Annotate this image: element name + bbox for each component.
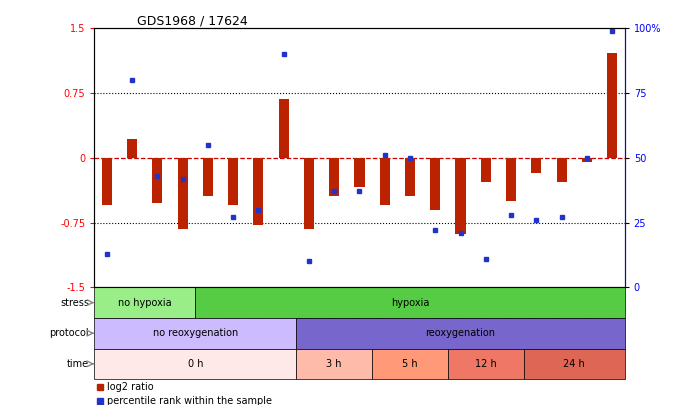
- Bar: [581, 158, 592, 162]
- Bar: [607, 53, 617, 158]
- Bar: [448, 348, 524, 379]
- Text: 0 h: 0 h: [188, 359, 203, 369]
- Bar: [177, 158, 188, 228]
- Text: 3 h: 3 h: [327, 359, 342, 369]
- Bar: [481, 158, 491, 182]
- Text: reoxygenation: reoxygenation: [426, 328, 496, 338]
- Bar: [94, 348, 297, 379]
- Bar: [405, 158, 415, 196]
- Text: protocol: protocol: [50, 328, 89, 338]
- Bar: [556, 158, 567, 182]
- Text: 24 h: 24 h: [563, 359, 585, 369]
- Bar: [102, 158, 112, 205]
- Text: log2 ratio: log2 ratio: [107, 382, 154, 392]
- Text: no hypoxia: no hypoxia: [118, 298, 172, 308]
- Bar: [524, 348, 625, 379]
- Bar: [94, 287, 195, 318]
- Bar: [94, 318, 297, 348]
- Text: 5 h: 5 h: [402, 359, 418, 369]
- Bar: [329, 158, 339, 196]
- Bar: [253, 158, 263, 225]
- Bar: [203, 158, 213, 196]
- Text: 12 h: 12 h: [475, 359, 497, 369]
- Bar: [372, 348, 448, 379]
- Bar: [380, 158, 389, 205]
- Bar: [195, 287, 625, 318]
- Bar: [279, 99, 289, 158]
- Bar: [430, 158, 440, 210]
- Text: GDS1968 / 17624: GDS1968 / 17624: [137, 14, 247, 27]
- Bar: [355, 158, 364, 187]
- Text: hypoxia: hypoxia: [391, 298, 429, 308]
- Text: no reoxygenation: no reoxygenation: [153, 328, 238, 338]
- Bar: [228, 158, 238, 205]
- Bar: [506, 158, 516, 201]
- Text: stress: stress: [60, 298, 89, 308]
- Bar: [297, 348, 372, 379]
- Bar: [152, 158, 163, 203]
- Bar: [531, 158, 542, 173]
- Bar: [297, 318, 625, 348]
- Text: time: time: [67, 359, 89, 369]
- Bar: [304, 158, 314, 228]
- Bar: [456, 158, 466, 234]
- Bar: [127, 139, 138, 158]
- Text: percentile rank within the sample: percentile rank within the sample: [107, 396, 272, 405]
